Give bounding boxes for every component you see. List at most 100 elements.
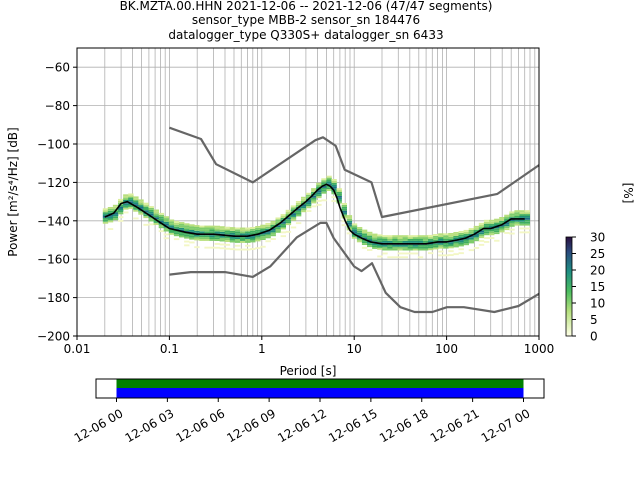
psd-cell bbox=[458, 248, 464, 251]
psd-cell bbox=[509, 224, 515, 227]
psd-cell bbox=[301, 200, 307, 203]
psd-cell bbox=[194, 227, 200, 229]
psd-cell bbox=[224, 228, 231, 231]
psd-cell bbox=[295, 208, 302, 211]
psd-cell bbox=[250, 236, 256, 239]
psd-cell bbox=[504, 226, 510, 229]
psd-cell bbox=[356, 232, 363, 235]
psd-cell bbox=[138, 210, 144, 213]
psd-cell bbox=[295, 212, 302, 215]
psd-cell bbox=[514, 219, 520, 222]
psd-cell bbox=[224, 232, 231, 235]
psd-cell bbox=[240, 233, 246, 236]
psd-cell bbox=[382, 252, 388, 255]
psd-cell bbox=[245, 239, 251, 241]
psd-cell bbox=[463, 235, 469, 238]
psd-cell bbox=[514, 212, 520, 215]
psd-cell bbox=[250, 230, 256, 233]
psd-cell bbox=[346, 217, 353, 219]
title-line-3: datalogger_type Q330S+ datalogger_sn 643… bbox=[168, 28, 443, 42]
psd-cell bbox=[397, 237, 403, 239]
psd-cell bbox=[372, 237, 378, 240]
psd-cell bbox=[326, 175, 332, 178]
psd-cell bbox=[189, 235, 195, 238]
y-tick-label: −120 bbox=[37, 176, 70, 190]
timeline-tick-label: 12-06 00 bbox=[72, 406, 126, 445]
psd-cell bbox=[168, 219, 175, 222]
psd-cell bbox=[316, 200, 322, 202]
psd-cell bbox=[397, 246, 403, 249]
psd-cell bbox=[326, 187, 332, 190]
psd-cell bbox=[275, 227, 281, 229]
colorbar-tick-label: 5 bbox=[590, 313, 598, 327]
psd-cell bbox=[417, 241, 424, 243]
psd-cell bbox=[372, 247, 378, 249]
psd-cell bbox=[361, 229, 368, 232]
psd-cell bbox=[514, 214, 520, 216]
psd-cell bbox=[306, 204, 312, 207]
psd-cell bbox=[118, 220, 124, 222]
psd-cell bbox=[519, 221, 525, 224]
psd-cell bbox=[260, 236, 266, 239]
psd-cell bbox=[301, 206, 307, 209]
psd-cell bbox=[153, 213, 159, 216]
psd-cell bbox=[377, 236, 383, 239]
psd-cell bbox=[351, 227, 358, 230]
psd-cell bbox=[392, 241, 398, 243]
psd-cell bbox=[367, 231, 373, 234]
y-tick-label: −160 bbox=[37, 253, 70, 267]
psd-cell bbox=[168, 225, 175, 228]
psd-cell bbox=[372, 243, 378, 246]
high-noise-model-line bbox=[169, 126, 540, 219]
psd-cell bbox=[519, 214, 525, 216]
psd-cell bbox=[489, 219, 495, 222]
y-tick-label: −60 bbox=[45, 61, 70, 75]
psd-cell bbox=[107, 218, 114, 221]
psd-cell bbox=[118, 198, 124, 201]
psd-cell bbox=[128, 199, 134, 202]
x-tick-label: 10 bbox=[347, 342, 362, 356]
psd-cell bbox=[519, 227, 525, 230]
psd-cell bbox=[387, 256, 393, 259]
psd-cell bbox=[194, 230, 200, 233]
psd-cell bbox=[295, 204, 302, 207]
psd-cell bbox=[417, 239, 424, 241]
psd-cell bbox=[524, 219, 530, 222]
psd-cell bbox=[336, 199, 342, 202]
psd-cell bbox=[224, 240, 231, 242]
psd-cell bbox=[234, 239, 241, 241]
psd-cell bbox=[173, 232, 180, 235]
psd-cell bbox=[463, 233, 469, 236]
psd-cell bbox=[224, 247, 231, 250]
psd-cell bbox=[341, 224, 347, 227]
psd-cell bbox=[153, 217, 159, 220]
psd-cell bbox=[214, 225, 220, 228]
psd-cell bbox=[138, 205, 144, 207]
psd-cell bbox=[148, 217, 154, 220]
psd-cell bbox=[321, 182, 327, 185]
psd-cell bbox=[285, 209, 292, 212]
psd-cell bbox=[346, 224, 353, 227]
psd-cell bbox=[199, 225, 205, 228]
psd-cell bbox=[448, 234, 454, 237]
psd-cell bbox=[107, 210, 114, 213]
psd-cell bbox=[214, 246, 220, 249]
psd-cell bbox=[417, 244, 424, 247]
psd-cell bbox=[265, 223, 271, 225]
psd-cell bbox=[107, 208, 114, 211]
psd-cell bbox=[316, 194, 322, 197]
psd-cell bbox=[224, 243, 231, 246]
psd-cell bbox=[478, 230, 485, 233]
y-tick-label: −140 bbox=[37, 214, 70, 228]
psd-cell bbox=[468, 237, 475, 240]
psd-cell bbox=[123, 200, 129, 202]
psd-cell bbox=[428, 238, 434, 241]
psd-cell bbox=[392, 244, 398, 247]
psd-cell bbox=[138, 199, 144, 202]
psd-cell bbox=[438, 235, 444, 238]
colorbar: 0 5 10 15 20 25 30 [%] bbox=[565, 183, 635, 344]
psd-cell bbox=[412, 241, 419, 243]
psd-cell bbox=[290, 226, 297, 229]
psd-cell bbox=[524, 214, 530, 216]
